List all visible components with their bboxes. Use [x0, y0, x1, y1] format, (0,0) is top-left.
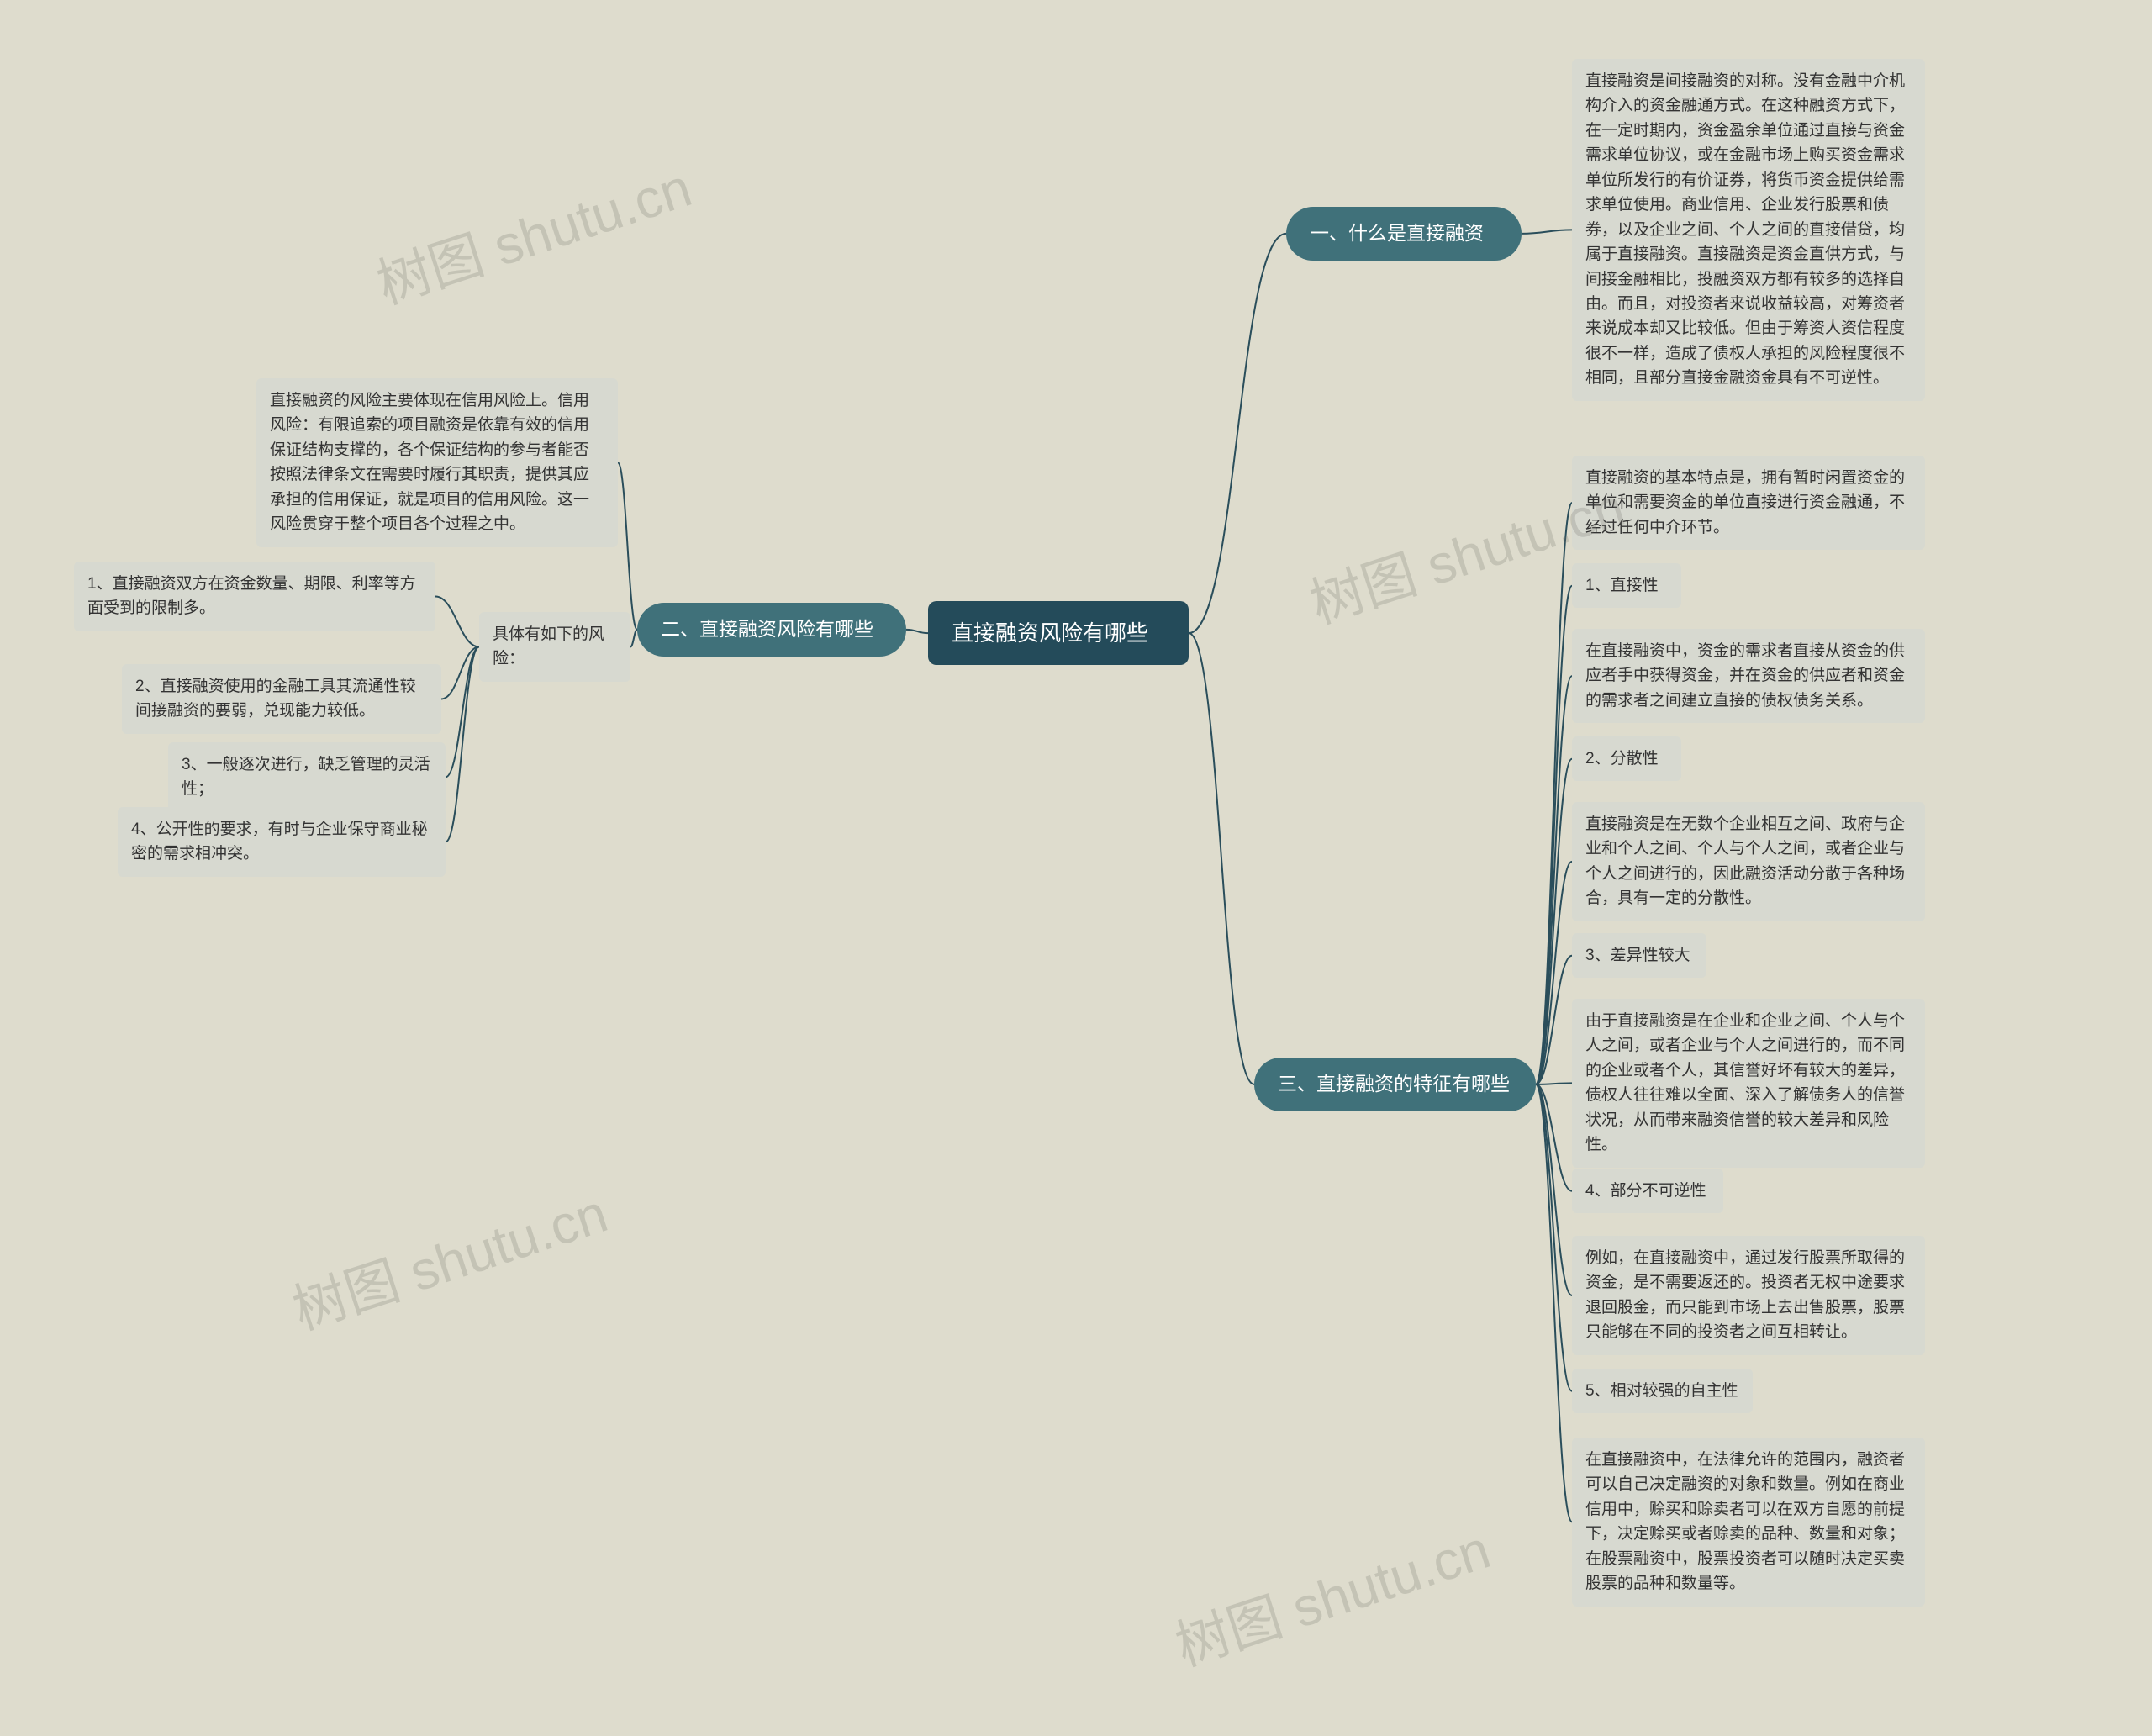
root-node[interactable]: 直接融资风险有哪些: [928, 601, 1189, 665]
leaf-feature-2-body: 直接融资是在无数个企业相互之间、政府与企业和个人之间、个人与个人之间，或者企业与…: [1572, 802, 1925, 921]
leaf-feature-2-title: 2、分散性: [1572, 736, 1681, 781]
leaf-feature-3-body: 由于直接融资是在企业和企业之间、个人与个人之间，或者企业与个人之间进行的，而不同…: [1572, 999, 1925, 1168]
leaf-feature-4-body: 例如，在直接融资中，通过发行股票所取得的资金，是不需要返还的。投资者无权中途要求…: [1572, 1236, 1925, 1355]
leaf-specific-risks-header: 具体有如下的风险：: [479, 612, 630, 682]
branch-direct-financing-risks[interactable]: 二、直接融资风险有哪些: [637, 603, 906, 657]
leaf-feature-3-title: 3、差异性较大: [1572, 933, 1706, 978]
leaf-feature-5-title: 5、相对较强的自主性: [1572, 1369, 1753, 1413]
leaf-feature-1-title: 1、直接性: [1572, 563, 1681, 608]
leaf-credit-risk: 直接融资的风险主要体现在信用风险上。信用风险：有限追索的项目融资是依靠有效的信用…: [256, 378, 618, 547]
leaf-risk-4: 4、公开性的要求，有时与企业保守商业秘密的需求相冲突。: [118, 807, 446, 877]
leaf-feature-5-body: 在直接融资中，在法律允许的范围内，融资者可以自己决定融资的对象和数量。例如在商业…: [1572, 1438, 1925, 1607]
leaf-feature-4-title: 4、部分不可逆性: [1572, 1169, 1723, 1213]
leaf-definition: 直接融资是间接融资的对称。没有金融中介机构介入的资金融通方式。在这种融资方式下，…: [1572, 59, 1925, 401]
leaf-risk-1: 1、直接融资双方在资金数量、期限、利率等方面受到的限制多。: [74, 562, 435, 631]
leaf-feature-intro: 直接融资的基本特点是，拥有暂时闲置资金的单位和需要资金的单位直接进行资金融通，不…: [1572, 456, 1925, 550]
leaf-feature-1-body: 在直接融资中，资金的需求者直接从资金的供应者手中获得资金，并在资金的供应者和资金…: [1572, 629, 1925, 723]
branch-what-is-direct-financing[interactable]: 一、什么是直接融资: [1286, 207, 1522, 261]
leaf-risk-2: 2、直接融资使用的金融工具其流通性较间接融资的要弱，兑现能力较低。: [122, 664, 441, 734]
leaf-risk-3: 3、一般逐次进行，缺乏管理的灵活性；: [168, 742, 446, 812]
branch-direct-financing-features[interactable]: 三、直接融资的特征有哪些: [1254, 1058, 1536, 1111]
